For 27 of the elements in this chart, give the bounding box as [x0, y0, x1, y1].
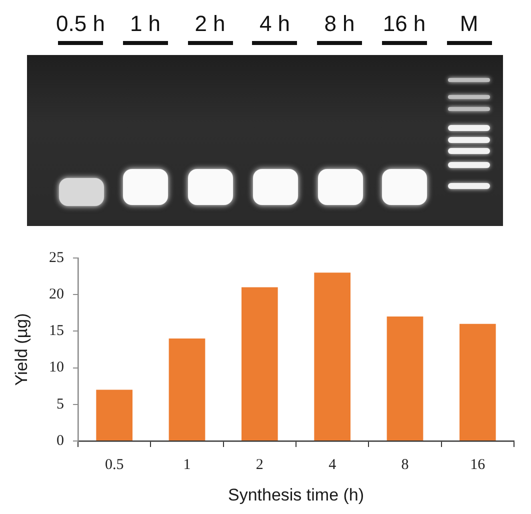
bar — [96, 390, 132, 440]
y-tick-label: 15 — [49, 323, 64, 340]
bar — [460, 324, 496, 440]
y-tick-label: 5 — [56, 396, 64, 412]
y-axis-title: Yield (µg) — [12, 313, 31, 386]
y-tick-label: 10 — [49, 360, 64, 376]
x-tick-label: 4 — [328, 456, 337, 473]
x-axis-title: Synthesis time (h) — [228, 485, 364, 504]
bar — [242, 287, 278, 440]
category-label: 8 h — [323, 10, 356, 38]
y-tick-label: 0 — [56, 432, 64, 449]
bar — [386, 316, 424, 440]
x-tick-label: 2 — [256, 456, 264, 473]
x-tick-label: 8 — [401, 456, 409, 473]
y-tick-label: 20 — [49, 286, 64, 303]
bar — [168, 338, 206, 440]
x-tick-label: 1 — [183, 456, 191, 473]
category-label: 1 h — [128, 10, 162, 38]
category-label: 4 h — [258, 10, 292, 38]
category-label: 0.5 h — [55, 10, 106, 38]
category-label: M — [458, 10, 480, 38]
category-label: 16 h — [382, 10, 427, 38]
bar — [314, 272, 350, 440]
category-label: 2 h — [194, 10, 226, 38]
y-tick-label: 25 — [49, 250, 64, 266]
x-tick-label: 16 — [470, 456, 486, 473]
x-tick-label: 0.5 — [104, 456, 124, 473]
